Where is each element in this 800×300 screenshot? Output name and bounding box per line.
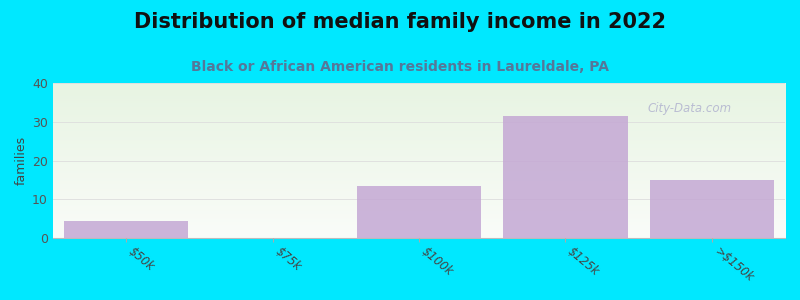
- Bar: [357, 186, 481, 238]
- Text: Distribution of median family income in 2022: Distribution of median family income in …: [134, 12, 666, 32]
- Text: City-Data.com: City-Data.com: [648, 102, 732, 115]
- Bar: [503, 116, 627, 238]
- Y-axis label: families: families: [15, 136, 28, 185]
- Bar: [64, 221, 188, 238]
- Text: Black or African American residents in Laureldale, PA: Black or African American residents in L…: [191, 60, 609, 74]
- Bar: [650, 180, 774, 238]
